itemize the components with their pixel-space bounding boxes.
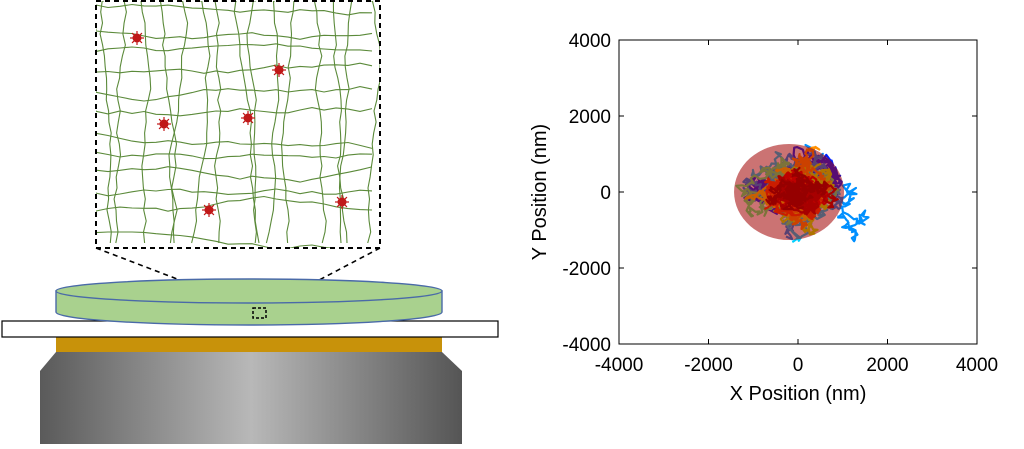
zoom-region-marker bbox=[252, 307, 267, 319]
y-tick-label: -4000 bbox=[562, 335, 611, 356]
mesh-strand bbox=[96, 231, 336, 248]
mesh-strand bbox=[96, 151, 373, 160]
x-tick-label: 2000 bbox=[866, 355, 908, 376]
inset-frame bbox=[95, 0, 381, 249]
mesh-strand bbox=[265, 1, 280, 244]
objective-lens bbox=[40, 352, 462, 444]
mesh-strand bbox=[96, 43, 373, 53]
y-tick-label: 4000 bbox=[569, 31, 611, 52]
particle bbox=[130, 31, 144, 45]
y-tick-labels: 4000 2000 0 -2000 -4000 bbox=[562, 31, 611, 356]
mesh-strand bbox=[313, 1, 327, 244]
tracks bbox=[734, 143, 870, 243]
particle bbox=[241, 111, 255, 125]
y-tick-label: -2000 bbox=[562, 259, 611, 280]
tick-marks bbox=[618, 39, 978, 345]
stage-ring bbox=[56, 336, 442, 352]
zoom-line-left bbox=[95, 247, 254, 309]
mesh-strand bbox=[96, 131, 373, 149]
mesh-strand bbox=[168, 1, 189, 244]
particle bbox=[202, 203, 216, 217]
inset-mesh bbox=[96, 1, 380, 248]
particle bbox=[157, 117, 171, 131]
particle bbox=[272, 63, 286, 77]
mesh-strand bbox=[96, 166, 373, 183]
trajectory-chart: -4000 -2000 0 2000 4000 400020000-2000-4000 … bbox=[529, 31, 998, 405]
x-tick-label: -2000 bbox=[684, 355, 733, 376]
mesh-strand bbox=[113, 1, 127, 244]
mesh-strand bbox=[96, 62, 373, 74]
x-tick-label: 0 bbox=[793, 355, 804, 376]
x-axis-label: X Position (nm) bbox=[730, 383, 867, 405]
mesh-strand bbox=[214, 1, 222, 244]
gel-dish bbox=[55, 278, 443, 326]
mesh-strand bbox=[191, 1, 211, 244]
mesh-strand bbox=[96, 3, 373, 16]
mesh-strand bbox=[246, 1, 257, 244]
y-axis-label: Y Position (nm) bbox=[529, 124, 551, 260]
y-tick-label: 2000 bbox=[569, 107, 611, 128]
mesh-strand bbox=[159, 1, 178, 244]
mesh-strand bbox=[96, 188, 373, 197]
mesh-strand bbox=[140, 1, 152, 244]
microscope-diagram bbox=[1, 0, 499, 444]
zoom-line-right bbox=[265, 247, 381, 309]
particle bbox=[335, 195, 349, 209]
mesh-strand bbox=[96, 195, 373, 213]
mesh-strand bbox=[96, 107, 373, 117]
dense-core bbox=[734, 144, 845, 240]
mesh-strand bbox=[280, 1, 295, 244]
mesh-strand bbox=[367, 1, 380, 244]
mesh-strand bbox=[338, 1, 353, 244]
y-tick-label: 0 bbox=[600, 183, 611, 204]
mesh-strand bbox=[99, 1, 112, 244]
x-tick-labels: -4000 -2000 0 2000 4000 bbox=[595, 355, 998, 376]
x-tick-label: -4000 bbox=[595, 355, 644, 376]
x-tick-label: 4000 bbox=[956, 355, 998, 376]
particles bbox=[130, 31, 349, 217]
mesh-strand bbox=[96, 86, 373, 102]
